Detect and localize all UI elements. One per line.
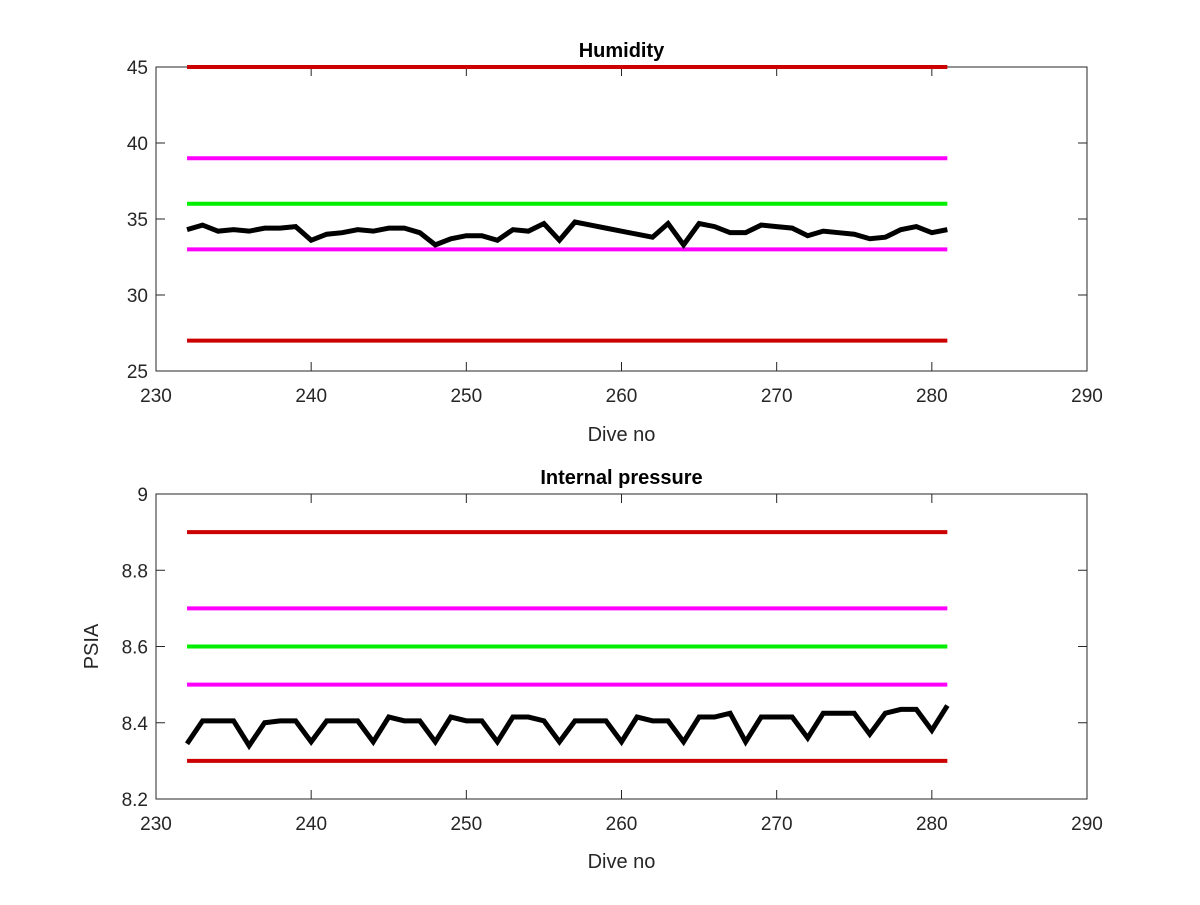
humidity-y-tick-label: 35 [127,210,148,231]
pressure-x-tick-label: 260 [606,814,638,835]
pressure-x-tick-label: 270 [761,814,793,835]
humidity-y-tick-label: 45 [127,58,148,79]
pressure-y-tick-label: 8.4 [122,714,149,735]
humidity-x-tick-label: 250 [450,386,482,407]
pressure-x-tick-label: 250 [450,814,482,835]
pressure-x-tick-label: 240 [295,814,327,835]
pressure-y-tick-label: 8.2 [122,790,148,811]
pressure-x-tick-label: 280 [916,814,948,835]
humidity-y-tick-label: 40 [127,134,148,155]
pressure-data-line [184,704,950,751]
humidity-panel: 230 240 250 260 270 280 290 25 30 35 40 45 Humidity D… [127,40,1103,446]
humidity-x-tick-label: 280 [916,386,948,407]
humidity-x-axis-label: Dive no [588,424,656,446]
pressure-y-tick-label: 9 [137,485,148,506]
humidity-data-line [186,219,948,250]
pressure-x-tick-label: 290 [1071,814,1103,835]
humidity-x-tick-label: 270 [761,386,793,407]
pressure-x-axis-label: Dive no [588,851,656,873]
humidity-y-tick-label: 30 [127,286,148,307]
humidity-chart-title: Humidity [579,40,665,62]
humidity-axes-box [155,66,1088,372]
humidity-y-tick-label: 25 [127,362,148,383]
pressure-y-axis-label: PSIA [81,623,103,669]
humidity-x-tick-label: 290 [1071,386,1103,407]
pressure-x-tick-label: 230 [140,814,172,835]
pressure-y-tick-label: 8.6 [122,638,148,659]
pressure-y-tick-label: 8.8 [122,561,148,582]
humidity-x-tick-label: 230 [140,386,172,407]
pressure-chart-title: Internal pressure [540,467,702,489]
humidity-x-tick-label: 260 [606,386,638,407]
humidity-x-tick-label: 240 [295,386,327,407]
internal-pressure-panel: 230 240 250 260 270 280 290 8.2 8.4 8.6 8.8 9 Intern… [81,467,1103,873]
